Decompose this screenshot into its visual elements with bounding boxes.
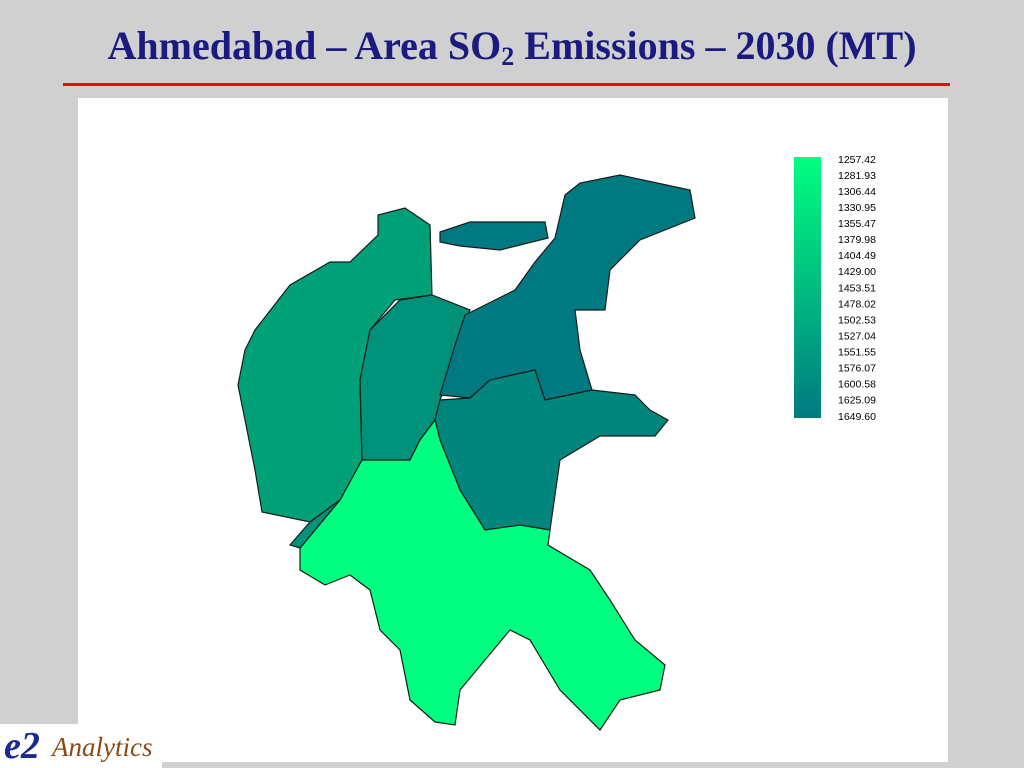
logo-text: Analytics	[52, 732, 153, 762]
legend-label: 1527.04	[838, 330, 876, 342]
title-text: Emissions – 2030 (MT)	[514, 23, 917, 68]
legend-label: 1330.95	[838, 202, 876, 214]
map: 1257.42 1281.93 1306.44 1330.95 1355.47 1379.…	[237, 154, 876, 731]
legend-label: 1429.00	[838, 266, 876, 278]
logo-mark: e2	[4, 725, 40, 767]
legend-label: 1576.07	[838, 363, 876, 375]
legend-label: 1551.55	[838, 347, 876, 359]
region-south	[299, 418, 666, 731]
legend-label: 1355.47	[838, 218, 876, 230]
legend: 1257.42 1281.93 1306.44 1330.95 1355.47 1379.…	[838, 154, 876, 423]
legend-label: 1600.58	[838, 379, 876, 391]
title-rule	[63, 83, 950, 86]
legend-label: 1281.93	[838, 170, 876, 182]
legend-color-bar	[794, 157, 821, 418]
map-panel: 1257.42 1281.93 1306.44 1330.95 1355.47 1379.…	[78, 98, 948, 762]
legend-label: 1404.49	[838, 250, 876, 262]
title-subscript: 2	[501, 42, 515, 71]
slide-title: Ahmedabad – Area SO2 Emissions – 2030 (M…	[0, 22, 1024, 72]
legend-label: 1379.98	[838, 234, 876, 246]
legend-label: 1453.51	[838, 282, 876, 294]
legend-label: 1502.53	[838, 314, 876, 326]
region-northeast	[439, 174, 696, 401]
legend-label: 1649.60	[838, 411, 876, 423]
logo: e2 Analytics	[0, 724, 162, 768]
title-text: Ahmedabad – Area SO	[107, 23, 502, 68]
legend-label: 1306.44	[838, 186, 876, 198]
region-north-strip	[439, 221, 549, 251]
legend-label: 1257.42	[838, 154, 876, 166]
region-strip	[288, 499, 341, 549]
legend-label: 1625.09	[838, 395, 876, 407]
legend-label: 1478.02	[838, 298, 876, 310]
